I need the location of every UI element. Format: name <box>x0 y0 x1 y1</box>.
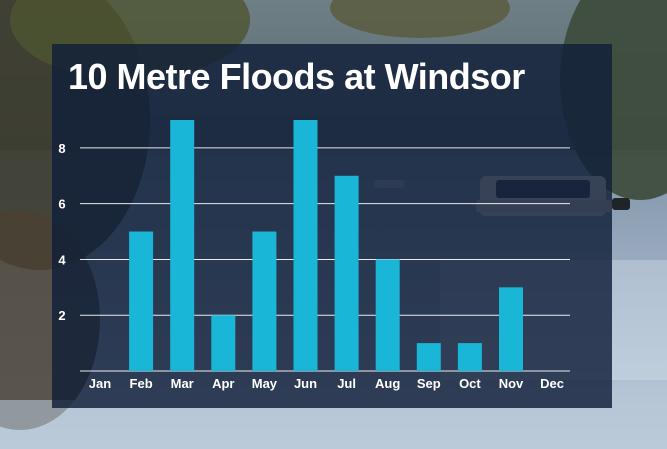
bar-jul <box>334 175 359 371</box>
x-label-oct: Oct <box>459 376 481 391</box>
x-label-jul: Jul <box>337 376 356 391</box>
bar-aug <box>375 259 400 371</box>
x-label-jan: Jan <box>89 376 111 391</box>
bar-oct <box>457 343 482 371</box>
y-tick-label: 4 <box>58 252 66 267</box>
x-label-dec: Dec <box>540 376 564 391</box>
bar-feb <box>129 231 154 371</box>
bar-jun <box>293 120 318 371</box>
y-tick-label: 6 <box>58 197 65 212</box>
x-axis-labels: Jan Feb Mar Apr May Jun Jul Aug Sep Oct Nov Dec <box>89 376 564 391</box>
x-label-may: May <box>252 376 278 391</box>
bar-nov <box>499 287 523 371</box>
y-tick-label: 2 <box>58 308 65 323</box>
x-label-feb: Feb <box>130 376 153 391</box>
y-axis-ticks: 2 4 6 8 <box>58 141 66 323</box>
x-label-aug: Aug <box>375 376 400 391</box>
grid-lines <box>80 147 570 372</box>
bar-may <box>252 231 277 371</box>
x-label-sep: Sep <box>417 376 441 391</box>
chart-title: 10 Metre Floods at Windsor <box>68 56 525 97</box>
bar-apr <box>211 315 236 371</box>
x-label-jun: Jun <box>294 376 317 391</box>
bar-sep <box>416 343 441 371</box>
x-label-apr: Apr <box>212 376 234 391</box>
bar-mar <box>170 120 195 371</box>
y-tick-label: 8 <box>58 141 65 156</box>
x-label-mar: Mar <box>171 376 194 391</box>
bars <box>129 120 523 371</box>
x-label-nov: Nov <box>499 376 524 391</box>
